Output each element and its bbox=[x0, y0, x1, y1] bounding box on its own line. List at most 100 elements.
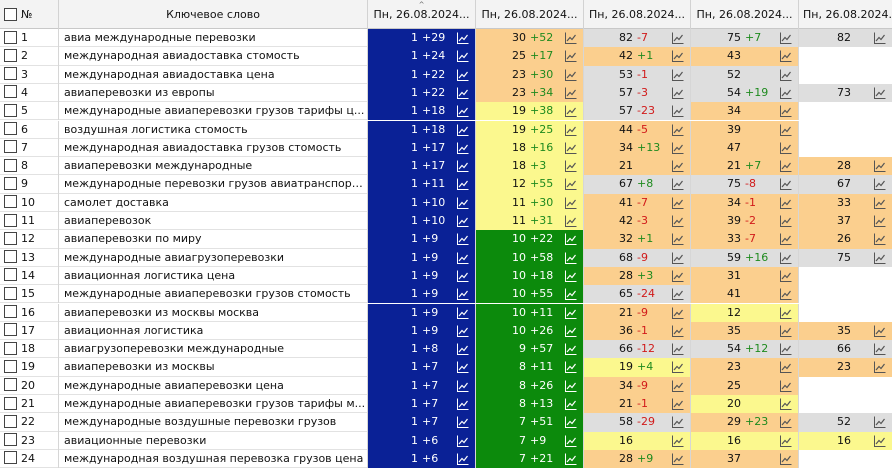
table-row[interactable]: 16 авиаперевозки из москвы москва 1 +9 10 +11… bbox=[0, 303, 892, 322]
position-cell[interactable]: 23 +34 bbox=[476, 83, 584, 103]
row-checkbox[interactable] bbox=[4, 176, 17, 190]
line-chart-icon[interactable] bbox=[456, 270, 469, 282]
position-cell[interactable]: 1 +18 bbox=[368, 120, 476, 139]
line-chart-icon[interactable] bbox=[779, 416, 792, 429]
keyword-cell[interactable]: международная авиадоставка стомость bbox=[59, 47, 368, 66]
row-checkbox[interactable] bbox=[4, 359, 17, 373]
line-chart-icon[interactable] bbox=[671, 215, 684, 227]
position-cell[interactable]: 8 +13 bbox=[476, 395, 584, 414]
row-checkbox[interactable] bbox=[4, 286, 17, 300]
position-cell[interactable]: 23 +30 bbox=[476, 65, 584, 84]
position-cell[interactable]: 57 -23 bbox=[584, 102, 691, 121]
position-cell[interactable]: 29 +23 bbox=[691, 413, 799, 432]
line-chart-icon[interactable] bbox=[671, 142, 684, 154]
line-chart-icon[interactable] bbox=[779, 105, 792, 118]
line-chart-icon[interactable] bbox=[779, 197, 792, 209]
table-row[interactable]: 17 авиационная логистика 1 +9 10 +26 36 -1 35 35 bbox=[0, 321, 892, 341]
position-cell[interactable]: 1 +9 bbox=[368, 248, 476, 267]
position-cell[interactable]: 1 +9 bbox=[368, 285, 476, 304]
position-cell[interactable]: 54 +12 bbox=[691, 340, 799, 359]
row-checkbox[interactable] bbox=[4, 231, 17, 245]
line-chart-icon[interactable] bbox=[456, 50, 469, 63]
row-checkbox[interactable] bbox=[4, 414, 17, 428]
position-cell[interactable] bbox=[799, 120, 892, 139]
position-cell[interactable]: 19 +25 bbox=[476, 120, 584, 139]
row-checkbox[interactable] bbox=[4, 250, 17, 264]
position-cell[interactable]: 42 +1 bbox=[584, 47, 691, 66]
line-chart-icon[interactable] bbox=[671, 453, 684, 465]
line-chart-icon[interactable] bbox=[456, 87, 469, 99]
table-row[interactable]: 7 международная авиадоставка грузов стомо… bbox=[0, 138, 892, 158]
position-cell[interactable]: 10 +11 bbox=[476, 303, 584, 322]
table-row[interactable]: 14 авиационная логистика цена 1 +9 10 +18 28 +3… bbox=[0, 266, 892, 286]
position-cell[interactable]: 32 +1 bbox=[584, 230, 691, 249]
position-cell[interactable]: 16 bbox=[691, 431, 799, 450]
position-cell[interactable]: 1 +10 bbox=[368, 212, 476, 231]
line-chart-icon[interactable] bbox=[564, 197, 577, 209]
position-cell[interactable]: 7 +51 bbox=[476, 413, 584, 432]
line-chart-icon[interactable] bbox=[873, 32, 886, 44]
position-cell[interactable]: 67 +8 bbox=[584, 175, 691, 194]
line-chart-icon[interactable] bbox=[456, 398, 469, 410]
row-checkbox[interactable] bbox=[4, 158, 17, 172]
line-chart-icon[interactable] bbox=[671, 380, 684, 392]
position-cell[interactable]: 21 -1 bbox=[584, 395, 691, 414]
line-chart-icon[interactable] bbox=[779, 361, 792, 374]
position-cell[interactable]: 16 bbox=[584, 431, 691, 450]
position-cell[interactable]: 75 +7 bbox=[691, 29, 799, 48]
position-cell[interactable]: 66 bbox=[799, 340, 892, 359]
keyword-cell[interactable]: международная авиадоставка цена bbox=[59, 65, 368, 84]
position-cell[interactable]: 23 bbox=[691, 358, 799, 377]
line-chart-icon[interactable] bbox=[671, 435, 684, 447]
line-chart-icon[interactable] bbox=[671, 416, 684, 429]
line-chart-icon[interactable] bbox=[564, 398, 577, 410]
position-cell[interactable]: 9 +57 bbox=[476, 340, 584, 359]
position-cell[interactable]: 1 +10 bbox=[368, 193, 476, 212]
line-chart-icon[interactable] bbox=[779, 270, 792, 282]
line-chart-icon[interactable] bbox=[779, 215, 792, 227]
line-chart-icon[interactable] bbox=[671, 288, 684, 301]
line-chart-icon[interactable] bbox=[873, 435, 886, 447]
position-cell[interactable]: 44 -5 bbox=[584, 120, 691, 139]
position-cell[interactable]: 1 +9 bbox=[368, 303, 476, 322]
line-chart-icon[interactable] bbox=[456, 361, 469, 374]
position-cell[interactable]: 25 bbox=[691, 376, 799, 395]
position-cell[interactable]: 47 bbox=[691, 138, 799, 158]
keyword-cell[interactable]: международная воздушная перевозка грузов… bbox=[59, 449, 368, 469]
row-checkbox[interactable] bbox=[4, 103, 17, 117]
keyword-cell[interactable]: международные авиаперевозки грузов стомо… bbox=[59, 285, 368, 304]
table-row[interactable]: 21 международные авиаперевозки грузов тар… bbox=[0, 395, 892, 414]
position-cell[interactable]: 75 -8 bbox=[691, 175, 799, 194]
line-chart-icon[interactable] bbox=[564, 288, 577, 301]
header-number[interactable]: № bbox=[0, 0, 59, 29]
line-chart-icon[interactable] bbox=[456, 160, 469, 173]
line-chart-icon[interactable] bbox=[564, 160, 577, 173]
position-cell[interactable]: 1 +18 bbox=[368, 102, 476, 121]
line-chart-icon[interactable] bbox=[564, 69, 577, 81]
position-cell[interactable]: 68 -9 bbox=[584, 248, 691, 267]
line-chart-icon[interactable] bbox=[779, 325, 792, 337]
table-row[interactable]: 13 международные авиагрузоперевозки 1 +9 10 +… bbox=[0, 248, 892, 267]
line-chart-icon[interactable] bbox=[671, 307, 684, 319]
position-cell[interactable]: 52 bbox=[799, 413, 892, 432]
line-chart-icon[interactable] bbox=[456, 215, 469, 227]
row-checkbox[interactable] bbox=[4, 213, 17, 227]
position-cell[interactable]: 28 +9 bbox=[584, 449, 691, 469]
header-date-2[interactable]: Пн, 26.08.2024... bbox=[476, 0, 584, 29]
row-checkbox[interactable] bbox=[4, 48, 17, 62]
line-chart-icon[interactable] bbox=[779, 32, 792, 44]
position-cell[interactable]: 10 +18 bbox=[476, 266, 584, 286]
line-chart-icon[interactable] bbox=[564, 361, 577, 374]
line-chart-icon[interactable] bbox=[779, 69, 792, 81]
line-chart-icon[interactable] bbox=[779, 142, 792, 154]
line-chart-icon[interactable] bbox=[671, 252, 684, 264]
line-chart-icon[interactable] bbox=[873, 416, 886, 429]
position-cell[interactable]: 16 bbox=[799, 431, 892, 450]
line-chart-icon[interactable] bbox=[564, 270, 577, 282]
position-cell[interactable]: 21 +7 bbox=[691, 157, 799, 176]
line-chart-icon[interactable] bbox=[564, 325, 577, 337]
position-cell[interactable]: 54 +19 bbox=[691, 83, 799, 103]
position-cell[interactable]: 34 bbox=[691, 102, 799, 121]
position-cell[interactable]: 7 +21 bbox=[476, 449, 584, 469]
table-row[interactable]: 24 международная воздушная перевозка груз… bbox=[0, 449, 892, 469]
